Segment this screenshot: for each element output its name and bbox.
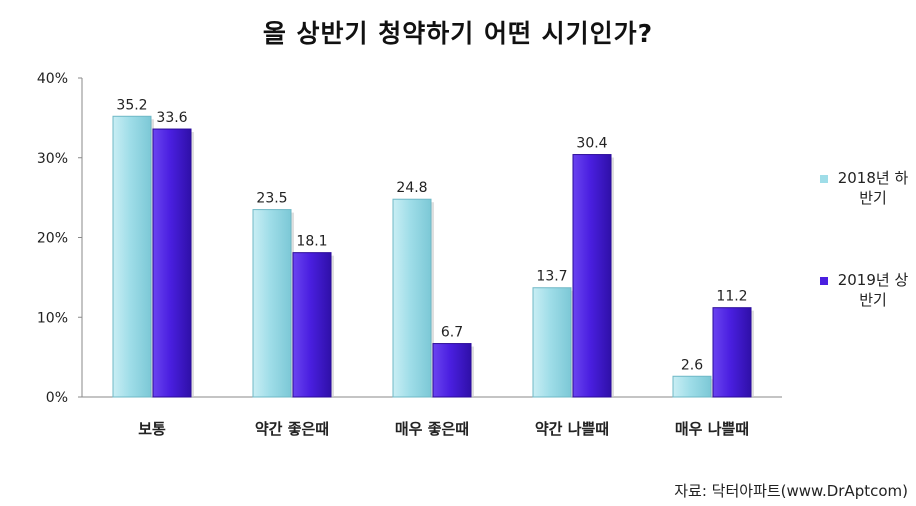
bar-2019 [152, 128, 192, 398]
data-label: 11.2 [716, 289, 747, 305]
category-label: 약간 나쁠때 [535, 420, 609, 438]
data-label: 24.8 [396, 180, 427, 196]
legend-label-2018: 2018년 하반기 [837, 169, 909, 207]
data-label: 35.2 [116, 97, 147, 113]
data-label: 13.7 [536, 269, 567, 285]
legend-item-2019: 2019년 상반기 [820, 270, 914, 310]
bar-2018 [392, 198, 432, 398]
y-tick-label: 10% [37, 310, 68, 326]
bar-2018 [112, 115, 152, 398]
bar-2019 [572, 154, 612, 398]
category-label: 보통 [138, 420, 166, 438]
category-label: 매우 나쁠때 [675, 420, 749, 438]
data-label: 18.1 [296, 234, 327, 250]
bar-2018 [252, 209, 292, 398]
bar-2019 [292, 252, 332, 398]
y-tick-label: 40% [37, 71, 68, 87]
y-tick-label: 30% [37, 151, 68, 167]
category-label: 약간 좋은때 [255, 420, 329, 438]
data-label: 30.4 [576, 136, 607, 152]
y-tick-label: 20% [37, 231, 68, 247]
y-tick-label: 0% [46, 390, 68, 406]
chart-title: 올 상반기 청약하기 어떤 시기인가? [262, 19, 654, 48]
bar-2018 [532, 287, 572, 398]
category-label: 매우 좋은때 [395, 420, 469, 438]
bar-chart: 0% 10% 20% 30% 40% 35.2 33.6 보통 23.5 18.1 약간 좋은때 24… [37, 71, 782, 438]
bar-2018 [672, 375, 712, 398]
data-label: 2.6 [681, 357, 703, 373]
data-label: 33.6 [156, 110, 187, 126]
legend-label-2019: 2019년 상반기 [837, 271, 909, 309]
data-label: 23.5 [256, 191, 287, 207]
source-note: 자료: 닥터아파트(www.DrAptcom) [674, 482, 908, 500]
bar-2019 [432, 343, 472, 398]
bar-2019 [712, 307, 752, 398]
legend-item-2018: 2018년 하반기 [820, 168, 914, 208]
legend-swatch-2018 [820, 174, 828, 183]
legend-swatch-2019 [820, 276, 828, 285]
data-label: 6.7 [441, 325, 463, 341]
